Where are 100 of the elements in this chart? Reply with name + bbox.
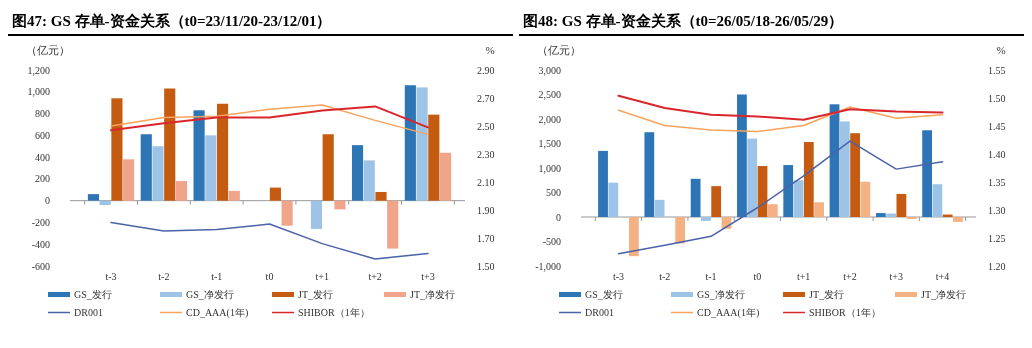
x-tick-label: t-2 — [659, 271, 671, 282]
legend-label: GS_发行 — [74, 289, 112, 300]
bar — [608, 182, 619, 217]
bar — [193, 110, 205, 201]
bar — [803, 142, 814, 217]
y2-tick-label: 1.25 — [988, 232, 1006, 244]
bar — [416, 87, 428, 201]
bar — [850, 133, 860, 217]
bar — [839, 121, 850, 217]
x-tick-label: t+1 — [796, 271, 811, 282]
bar — [701, 217, 711, 221]
x-tick-label: t-1 — [211, 271, 223, 282]
bar — [814, 202, 824, 217]
y-tick-label: 1,000 — [538, 162, 561, 174]
bar — [747, 138, 758, 217]
x-tick-label: t-2 — [158, 271, 170, 282]
y2-tick-label: 1.55 — [988, 64, 1006, 76]
y2-tick-label: 2.30 — [477, 148, 495, 160]
line-series — [617, 106, 944, 133]
legend-label: CD_AAA(1年) — [186, 307, 249, 319]
bar — [140, 134, 152, 201]
bar — [675, 217, 686, 244]
bar — [654, 199, 665, 217]
y2-tick-label: 1.30 — [988, 204, 1006, 216]
y-tick-label: -600 — [31, 260, 50, 272]
bar — [896, 193, 907, 217]
bar — [175, 181, 188, 201]
bar — [269, 187, 281, 201]
legend-label: DR001 — [74, 307, 103, 318]
x-tick-label: t+3 — [889, 271, 903, 282]
y-axis-title: （亿元） — [26, 44, 70, 56]
bar — [690, 178, 701, 217]
bar — [737, 94, 747, 217]
legend-label: JT_净发行 — [921, 289, 966, 300]
bar — [322, 134, 334, 201]
bar — [404, 85, 416, 201]
x-tick-label: t0 — [265, 271, 274, 282]
y2-axis-title: % — [485, 44, 495, 56]
y-tick-label: 800 — [35, 108, 50, 120]
y2-tick-label: 1.45 — [988, 120, 1006, 132]
bar — [711, 186, 722, 217]
bar — [375, 191, 387, 201]
y-tick-label: -500 — [542, 236, 561, 247]
y-tick-label: 1,500 — [538, 138, 561, 149]
legend-label: JT_净发行 — [410, 289, 455, 300]
legend-label: DR001 — [585, 307, 614, 318]
chart-title: 图47: GS 存单-资金关系（t0=23/11/20-23/12/01） — [12, 13, 332, 29]
bar — [922, 130, 932, 217]
y2-tick-label: 2.90 — [477, 64, 495, 76]
legend-label: GS_发行 — [585, 289, 623, 300]
bar — [875, 213, 886, 217]
y-tick-label: -200 — [31, 216, 50, 228]
y-tick-label: 600 — [35, 129, 50, 141]
bar — [953, 217, 963, 222]
bar — [99, 200, 111, 206]
bar — [334, 200, 346, 210]
legend-label: GS_净发行 — [186, 289, 234, 300]
x-tick-label: t-3 — [105, 271, 117, 282]
legend-label: CD_AAA(1年) — [697, 307, 760, 319]
bar — [860, 181, 871, 217]
bar — [363, 160, 375, 201]
legend-label: GS_净发行 — [697, 289, 745, 300]
x-tick-label: t+4 — [935, 271, 950, 282]
y-tick-label: -400 — [31, 238, 50, 250]
line-series — [110, 221, 429, 260]
bar — [428, 114, 440, 201]
legend-label: JT_发行 — [298, 289, 333, 300]
y-tick-label: 500 — [546, 187, 561, 198]
x-tick-label: t-3 — [612, 271, 625, 282]
legend-label: SHIBOR（1年） — [809, 307, 881, 318]
bar — [767, 204, 778, 217]
y2-tick-label: 2.10 — [477, 176, 495, 188]
y2-tick-label: 1.20 — [988, 260, 1006, 272]
y-axis-title: （亿元） — [537, 44, 581, 56]
chart-title: 图48: GS 存单-资金关系（t0=26/05/18-26/05/29） — [523, 13, 844, 29]
y2-tick-label: 1.50 — [477, 260, 495, 272]
bar — [351, 145, 364, 201]
x-tick-label: t+1 — [315, 271, 330, 282]
bar — [387, 200, 399, 249]
legend-label: SHIBOR（1年） — [298, 307, 370, 318]
bar — [216, 103, 229, 201]
bar — [783, 165, 794, 217]
x-tick-label: t0 — [753, 271, 762, 282]
line-series — [617, 140, 944, 255]
y-tick-label: 3,000 — [538, 64, 561, 76]
bar — [932, 184, 943, 217]
bar — [228, 190, 240, 201]
y2-axis-title: % — [996, 44, 1006, 56]
y-tick-label: 1,000 — [27, 86, 50, 98]
x-tick-label: t-1 — [705, 271, 717, 282]
bar — [152, 146, 164, 201]
x-tick-label: t+2 — [368, 271, 382, 282]
x-tick-label: t+3 — [421, 271, 435, 282]
y2-tick-label: 1.50 — [988, 92, 1006, 104]
y-tick-label: 400 — [35, 151, 50, 163]
bar — [87, 194, 100, 201]
x-tick-label: t+2 — [843, 271, 857, 282]
y-tick-label: 0 — [45, 195, 50, 207]
bar — [439, 152, 452, 201]
y-tick-label: 2,500 — [538, 89, 561, 100]
